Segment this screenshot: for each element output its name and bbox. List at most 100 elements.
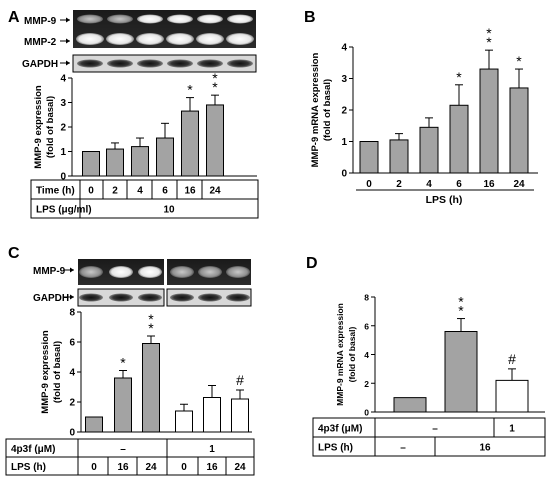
blot-band-mmp2 bbox=[226, 33, 254, 45]
y-axis-label: MMP-9 expression bbox=[40, 330, 51, 414]
y-tick-label: 4 bbox=[60, 74, 66, 85]
panel-c-blots: MMP-9 GAPDH bbox=[33, 259, 252, 307]
blot-label-mmp2-a: MMP-2 bbox=[24, 37, 57, 48]
blot-band-mmp2 bbox=[196, 33, 224, 45]
bar bbox=[156, 137, 174, 177]
table-cell: – bbox=[120, 444, 126, 455]
table-cell: 24 bbox=[145, 462, 157, 473]
table-cell: 16 bbox=[117, 462, 129, 473]
blot-image-mmp-a bbox=[73, 10, 256, 48]
significance-marker: * bbox=[486, 34, 492, 50]
x-axis-label: LPS (h) bbox=[426, 194, 463, 206]
panel-a-blots: MMP-9 MMP-2 GAPDH bbox=[22, 10, 257, 73]
y-tick-label: 1 bbox=[60, 147, 66, 158]
y-tick-label: 4 bbox=[69, 368, 75, 379]
bar bbox=[82, 151, 100, 177]
table-cell: 4 bbox=[137, 186, 143, 197]
blot-band-gapdh bbox=[197, 59, 223, 68]
y-tick-label: 6 bbox=[364, 321, 369, 331]
bar bbox=[495, 379, 529, 413]
y-tick-label: 0 bbox=[341, 169, 347, 180]
y-tick-label: 2 bbox=[341, 106, 347, 117]
bar bbox=[231, 398, 249, 433]
blot-band-gapdh bbox=[77, 59, 103, 68]
table-row-label: LPS (h) bbox=[318, 443, 353, 454]
table-cell: 0 bbox=[181, 462, 187, 473]
bar bbox=[449, 104, 469, 174]
panel-letter-c: C bbox=[8, 245, 20, 262]
blot-band-gapdh bbox=[167, 59, 193, 68]
bar bbox=[203, 397, 221, 433]
significance-marker: * bbox=[120, 355, 126, 371]
blot-label-gapdh-c: GAPDH bbox=[33, 293, 69, 304]
blot-band-mmp9 bbox=[138, 266, 162, 278]
table-row-label: 4p3f (μM) bbox=[318, 424, 362, 435]
table-cell: 6 bbox=[162, 186, 168, 197]
bar bbox=[85, 416, 103, 433]
blot-band-mmp9 bbox=[198, 266, 222, 278]
y-tick-label: 3 bbox=[60, 98, 66, 109]
x-tick-label: 0 bbox=[366, 179, 372, 190]
y-tick-label: 2 bbox=[364, 379, 369, 389]
significance-marker: * bbox=[516, 53, 522, 69]
significance-marker: * bbox=[458, 294, 464, 310]
y-tick-label: 3 bbox=[341, 74, 347, 85]
blot-band-gapdh bbox=[137, 59, 163, 68]
bar bbox=[359, 141, 379, 174]
significance-marker: * bbox=[486, 25, 492, 41]
blot-band-mmp9 bbox=[197, 14, 223, 24]
blot-band-mmp9 bbox=[170, 266, 194, 278]
blot-band-gapdh bbox=[198, 293, 222, 302]
table-cell: 0 bbox=[88, 186, 94, 197]
table-cell: – bbox=[400, 443, 406, 454]
blot-label-gapdh-a: GAPDH bbox=[22, 59, 58, 70]
blot-band-mmp2 bbox=[166, 33, 194, 45]
blot-band-mmp9 bbox=[137, 14, 163, 24]
bar bbox=[444, 331, 478, 413]
table-cell: 1 bbox=[509, 424, 515, 435]
table-cell: 10 bbox=[163, 205, 175, 216]
blot-band-gapdh bbox=[138, 293, 162, 302]
table-cell: 16 bbox=[479, 443, 491, 454]
blot-band-mmp9 bbox=[79, 266, 103, 278]
y-axis-label: MMP-9 mRNA expression bbox=[335, 303, 345, 406]
significance-marker: * bbox=[212, 70, 218, 86]
significance-marker: # bbox=[508, 351, 516, 367]
x-tick-label: 24 bbox=[513, 179, 525, 190]
y-axis-label: (fold of basal) bbox=[45, 96, 56, 158]
significance-marker: * bbox=[212, 79, 218, 95]
y-tick-label: 2 bbox=[69, 398, 75, 409]
blot-band-mmp9 bbox=[109, 266, 133, 278]
x-tick-label: 2 bbox=[396, 179, 402, 190]
bar bbox=[509, 87, 529, 174]
blot-band-mmp9 bbox=[77, 14, 103, 24]
blot-band-gapdh bbox=[227, 59, 253, 68]
table-cell: 0 bbox=[91, 462, 97, 473]
bar bbox=[142, 343, 160, 433]
bar bbox=[389, 139, 409, 174]
blot-band-mmp9 bbox=[107, 14, 133, 24]
blot-image-gapdh-a bbox=[72, 54, 257, 73]
bar bbox=[175, 410, 193, 433]
chart-panel-d: 0 2 4 6 8 MMP-9 mRNA expression (fold of basal… bbox=[312, 293, 546, 457]
x-tick-label: 4 bbox=[426, 179, 432, 190]
panel-letter-b: B bbox=[304, 9, 316, 26]
blot-band-mmp9 bbox=[226, 266, 250, 278]
significance-marker: * bbox=[148, 320, 154, 336]
significance-marker: # bbox=[236, 372, 244, 388]
table-cell: 16 bbox=[184, 186, 196, 197]
y-axis-label: MMP-9 expression bbox=[33, 85, 44, 169]
y-tick-label: 0 bbox=[60, 172, 66, 183]
x-tick-label: 16 bbox=[483, 179, 495, 190]
table-row-label: LPS (μg/ml) bbox=[36, 205, 92, 216]
bar bbox=[181, 110, 199, 177]
significance-marker: * bbox=[187, 82, 193, 98]
blot-band-gapdh bbox=[79, 293, 103, 302]
y-tick-label: 8 bbox=[364, 293, 369, 303]
bar bbox=[479, 68, 499, 174]
table-cell: 24 bbox=[209, 186, 221, 197]
y-tick-label: 4 bbox=[364, 350, 369, 360]
blot-label-mmp9-a: MMP-9 bbox=[24, 16, 57, 27]
